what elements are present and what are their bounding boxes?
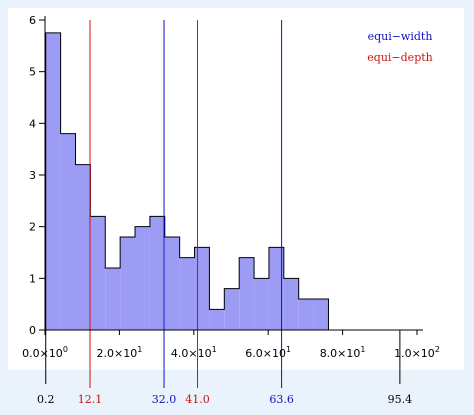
x-tick-exponent-0: 0	[63, 345, 68, 354]
legend-entry-0: equi−width	[368, 30, 433, 43]
histogram-bar-2	[76, 165, 91, 330]
x-tick-label-4: 8.0×101	[320, 345, 366, 360]
histogram-bar-0	[46, 33, 61, 330]
histogram-bar-14	[254, 278, 269, 330]
histogram-bar-11	[209, 309, 224, 330]
x-tick-exponent-3: 1	[286, 345, 291, 354]
boundary-label-2: 32.0	[152, 393, 177, 406]
legend-entry-1: equi−depth	[367, 51, 432, 64]
x-tick-exponent-2: 1	[212, 345, 217, 354]
histogram-bar-8	[165, 237, 180, 330]
boundary-label-1: 12.1	[78, 393, 103, 406]
histogram-bar-13	[239, 258, 254, 330]
histogram-bar-6	[135, 227, 150, 330]
histogram-bar-5	[120, 237, 135, 330]
boundary-label-0: 0.2	[37, 393, 55, 406]
x-tick-exponent-5: 2	[435, 345, 440, 354]
x-tick-label-0: 0.0×100	[22, 345, 68, 360]
histogram-bar-18	[314, 299, 329, 330]
y-tick-label-6: 6	[29, 14, 36, 27]
boundary-label-3: 41.0	[185, 393, 210, 406]
y-tick-label-0: 0	[29, 324, 36, 337]
x-tick-label-2: 4.0×101	[171, 345, 217, 360]
x-tick-exponent-4: 1	[360, 345, 365, 354]
y-tick-label-5: 5	[29, 66, 36, 79]
boundary-label-5: 95.4	[388, 393, 413, 406]
histogram-bar-9	[180, 258, 195, 330]
histogram-bar-10	[195, 247, 210, 330]
histogram-bar-17	[299, 299, 314, 330]
histogram-bar-7	[150, 216, 165, 330]
y-tick-label-2: 2	[29, 221, 36, 234]
y-tick-label-3: 3	[29, 169, 36, 182]
histogram-bar-4	[105, 268, 120, 330]
x-tick-exponent-1: 1	[137, 345, 142, 354]
y-tick-label-1: 1	[29, 272, 36, 285]
boundary-label-4: 63.6	[269, 393, 294, 406]
histogram-bar-1	[61, 134, 76, 330]
histogram-bar-3	[90, 216, 105, 330]
histogram-bar-16	[284, 278, 299, 330]
histogram-bar-12	[224, 289, 239, 330]
boundary-labels: 0.2 12.1 32.0 41.0 63.6 95.4	[37, 393, 412, 406]
x-tick-label-5: 1.0×102	[394, 345, 440, 360]
x-tick-label-1: 2.0×101	[96, 345, 142, 360]
y-tick-label-4: 4	[29, 117, 36, 130]
x-tick-label-3: 6.0×101	[245, 345, 291, 360]
